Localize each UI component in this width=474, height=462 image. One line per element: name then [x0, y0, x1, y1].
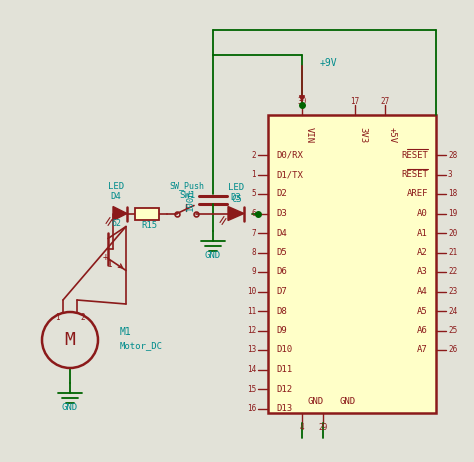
Text: 3: 3 — [448, 170, 453, 179]
Text: 100n: 100n — [186, 189, 195, 211]
Text: 20: 20 — [448, 229, 457, 237]
Text: 11: 11 — [247, 306, 256, 316]
Text: 2: 2 — [80, 312, 85, 322]
Text: 7: 7 — [251, 229, 256, 237]
Text: 28: 28 — [448, 151, 457, 159]
Text: RESET: RESET — [401, 170, 428, 179]
Text: 1: 1 — [251, 170, 256, 179]
Text: D10: D10 — [276, 346, 292, 354]
Text: 2: 2 — [251, 151, 256, 159]
Text: Motor_DC: Motor_DC — [120, 341, 163, 351]
Text: A5: A5 — [417, 306, 428, 316]
Text: D1/TX: D1/TX — [276, 170, 303, 179]
Text: 5: 5 — [251, 189, 256, 199]
Bar — [268, 115, 436, 413]
Text: RESET: RESET — [401, 151, 428, 159]
Text: D5: D5 — [276, 248, 287, 257]
Text: M: M — [64, 331, 75, 349]
Text: GND: GND — [205, 251, 221, 261]
Text: GND: GND — [308, 396, 324, 406]
Text: AREF: AREF — [407, 189, 428, 199]
Text: 1: 1 — [55, 312, 60, 322]
Text: GND: GND — [340, 396, 356, 406]
Text: D13: D13 — [276, 404, 292, 413]
Text: 26: 26 — [448, 346, 457, 354]
Text: SW1: SW1 — [179, 191, 195, 200]
Text: 8: 8 — [251, 248, 256, 257]
Text: D8: D8 — [276, 306, 287, 316]
Text: 30: 30 — [297, 97, 307, 105]
Text: 6: 6 — [251, 209, 256, 218]
Text: VIN: VIN — [305, 127, 314, 143]
Text: D12: D12 — [276, 384, 292, 394]
Text: A2: A2 — [417, 248, 428, 257]
Text: 23: 23 — [448, 287, 457, 296]
Text: M1: M1 — [120, 327, 132, 337]
Text: 13: 13 — [247, 346, 256, 354]
Text: 4: 4 — [300, 423, 304, 432]
Text: 18: 18 — [448, 189, 457, 199]
Text: D4: D4 — [276, 229, 287, 237]
Text: +: + — [103, 251, 109, 261]
Text: 22: 22 — [448, 267, 457, 276]
Text: D0/RX: D0/RX — [276, 151, 303, 159]
Text: 21: 21 — [448, 248, 457, 257]
Bar — [135, 207, 159, 219]
Text: 14: 14 — [247, 365, 256, 374]
Text: 9: 9 — [251, 267, 256, 276]
Text: 10: 10 — [247, 287, 256, 296]
Text: A0: A0 — [417, 209, 428, 218]
Text: 1: 1 — [107, 260, 111, 269]
Text: LED: LED — [108, 182, 124, 191]
Text: 19: 19 — [448, 209, 457, 218]
Text: D6: D6 — [276, 267, 287, 276]
Text: R15: R15 — [141, 221, 157, 230]
Text: A1: A1 — [417, 229, 428, 237]
Polygon shape — [113, 207, 127, 220]
Text: D7: D7 — [276, 287, 287, 296]
Text: 24: 24 — [448, 306, 457, 316]
Text: +5V: +5V — [388, 127, 397, 143]
Text: SW_Push: SW_Push — [170, 181, 204, 190]
Text: D3: D3 — [231, 193, 241, 202]
Text: 25: 25 — [448, 326, 457, 335]
Text: 29: 29 — [319, 423, 328, 432]
Text: 27: 27 — [380, 97, 390, 105]
Text: A3: A3 — [417, 267, 428, 276]
Text: 12: 12 — [247, 326, 256, 335]
Text: D9: D9 — [276, 326, 287, 335]
Text: D2: D2 — [276, 189, 287, 199]
Text: 15: 15 — [247, 384, 256, 394]
Text: +9V: +9V — [320, 58, 337, 68]
Text: A6: A6 — [417, 326, 428, 335]
Text: D11: D11 — [276, 365, 292, 374]
Text: C5: C5 — [231, 195, 242, 205]
Text: 62: 62 — [112, 219, 122, 228]
Text: 17: 17 — [350, 97, 360, 105]
Text: A7: A7 — [417, 346, 428, 354]
Text: 3V3: 3V3 — [358, 127, 367, 143]
Text: D3: D3 — [276, 209, 287, 218]
Text: A4: A4 — [417, 287, 428, 296]
Text: GND: GND — [62, 403, 78, 413]
Text: D4: D4 — [110, 192, 121, 201]
Polygon shape — [228, 207, 244, 220]
Text: LED: LED — [228, 183, 244, 192]
Text: 16: 16 — [247, 404, 256, 413]
